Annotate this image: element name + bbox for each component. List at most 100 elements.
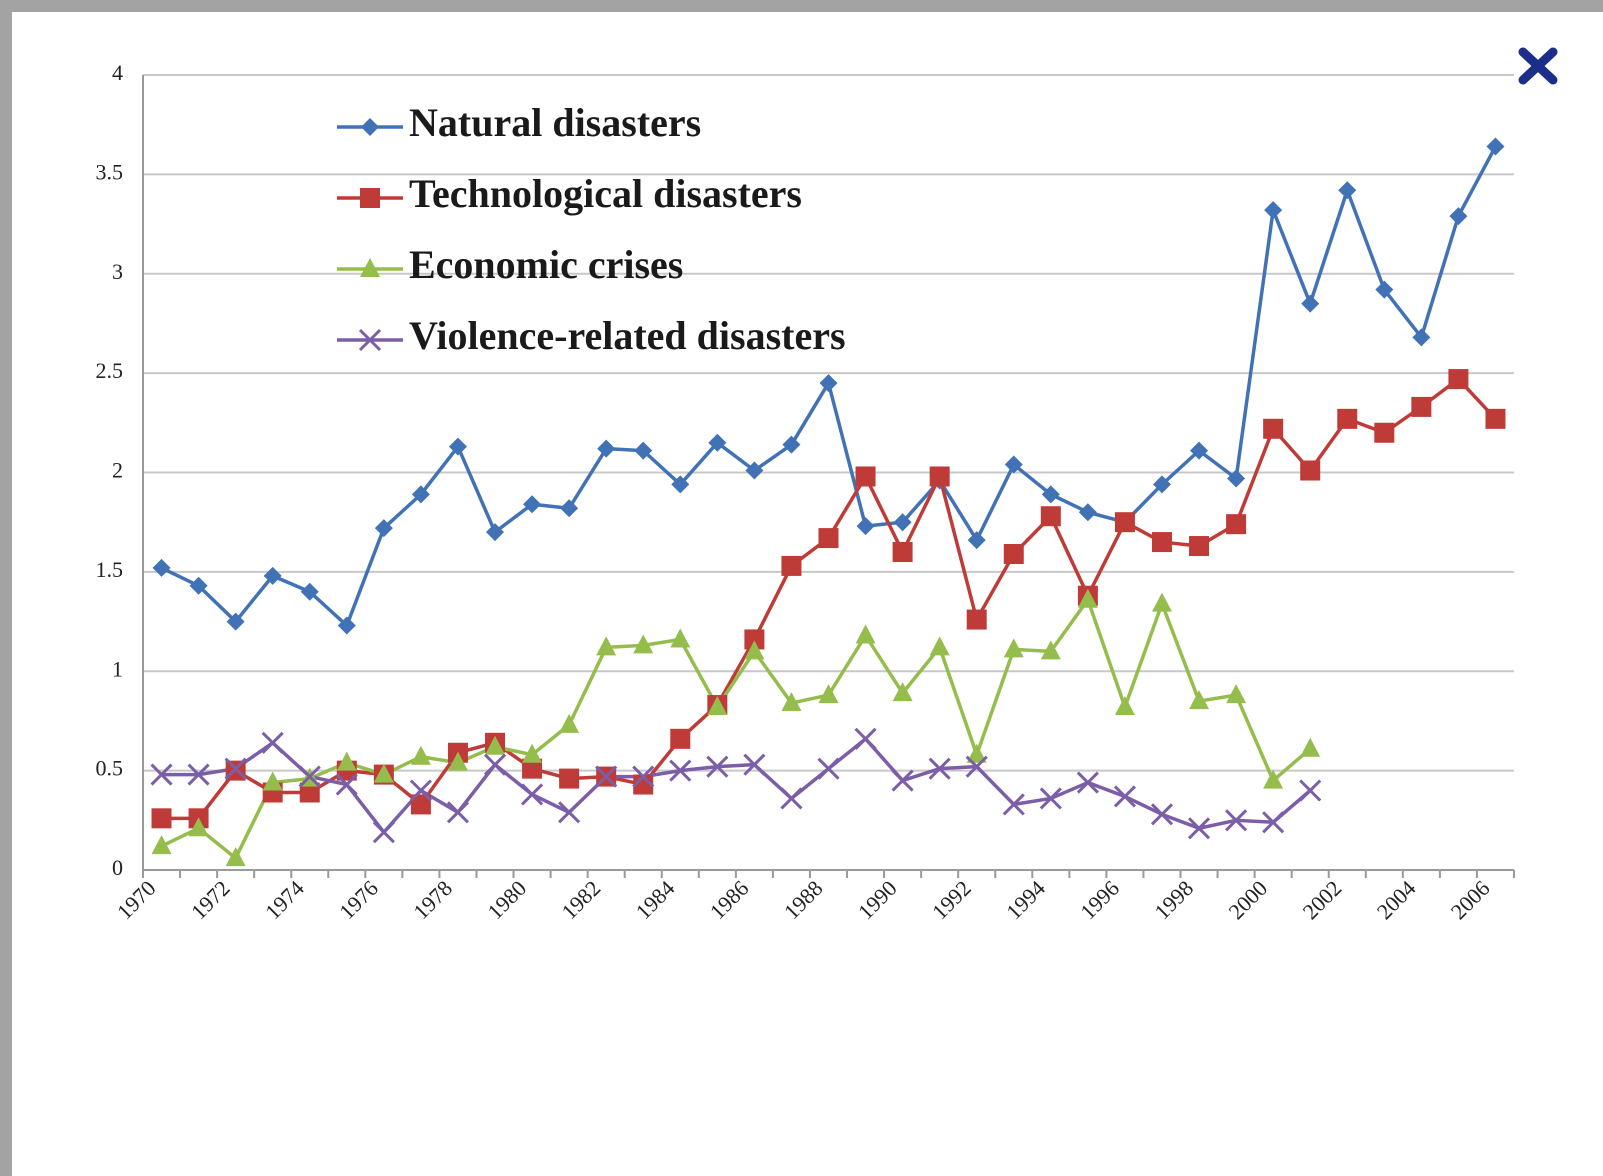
marker <box>1040 640 1061 660</box>
marker <box>1039 787 1062 810</box>
legend-label: Economic crises <box>409 242 683 287</box>
marker <box>1190 441 1209 460</box>
marker <box>634 441 653 460</box>
marker <box>1003 543 1024 564</box>
marker <box>1337 408 1358 429</box>
marker <box>1076 771 1099 794</box>
marker <box>335 773 358 796</box>
marker <box>928 757 951 780</box>
marker <box>1114 512 1135 533</box>
marker <box>151 808 172 829</box>
marker <box>1226 514 1247 535</box>
marker <box>1226 684 1247 704</box>
marker <box>818 684 839 704</box>
marker <box>966 609 987 630</box>
marker <box>337 616 356 635</box>
marker <box>817 757 840 780</box>
marker <box>1299 779 1322 802</box>
marker <box>299 782 320 803</box>
marker <box>929 466 950 487</box>
marker <box>1262 811 1285 834</box>
marker <box>1040 506 1061 527</box>
marker <box>1485 408 1506 429</box>
marker <box>224 757 247 780</box>
marker <box>446 801 470 824</box>
marker <box>523 495 542 514</box>
marker <box>597 439 616 458</box>
marker <box>596 636 617 656</box>
marker <box>521 783 544 806</box>
marker <box>1225 809 1248 832</box>
marker <box>1411 396 1432 417</box>
marker <box>669 759 692 782</box>
close-button[interactable] <box>1518 47 1558 85</box>
marker <box>1152 475 1171 494</box>
marker <box>782 435 801 454</box>
marker <box>707 696 728 716</box>
marker <box>1263 418 1284 439</box>
marker <box>298 765 321 788</box>
marker <box>818 528 839 549</box>
marker <box>262 771 283 791</box>
marker <box>965 755 988 778</box>
marker <box>261 731 284 754</box>
marker <box>411 485 430 504</box>
marker <box>1004 455 1023 474</box>
legend-marker <box>358 328 382 352</box>
panel <box>12 12 1603 1176</box>
y-tick-label: 1.5 <box>96 557 124 582</box>
legend-label: Natural disasters <box>409 100 701 145</box>
marker <box>410 745 431 765</box>
marker <box>151 835 172 855</box>
marker <box>1151 532 1172 553</box>
marker <box>706 755 729 778</box>
marker <box>1374 422 1395 443</box>
marker <box>1227 469 1246 488</box>
marker <box>1448 369 1469 390</box>
marker <box>744 629 765 650</box>
y-tick-label: 4 <box>112 60 123 85</box>
marker <box>781 692 802 712</box>
marker <box>966 743 987 763</box>
marker <box>633 634 654 654</box>
marker <box>448 437 467 456</box>
marker <box>1151 592 1172 612</box>
marker <box>1113 785 1136 808</box>
marker <box>1187 817 1211 840</box>
close-icon[interactable] <box>1518 47 1558 85</box>
marker <box>410 794 431 815</box>
marker <box>559 768 580 789</box>
legend-marker <box>360 258 380 277</box>
marker <box>152 558 171 577</box>
marker <box>1078 503 1097 522</box>
marker <box>856 517 875 536</box>
marker <box>559 713 580 733</box>
legend-marker <box>361 118 379 136</box>
y-tick-label: 2.5 <box>96 358 124 383</box>
marker <box>300 582 319 601</box>
marker <box>854 727 877 750</box>
marker <box>929 636 950 656</box>
marker <box>1264 201 1283 220</box>
marker <box>671 475 690 494</box>
y-tick-label: 3.5 <box>96 159 124 184</box>
marker <box>1189 536 1210 557</box>
marker <box>1300 737 1321 757</box>
marker <box>1077 588 1098 608</box>
marker <box>1375 280 1394 299</box>
marker <box>1412 328 1431 347</box>
marker <box>1301 294 1320 313</box>
marker <box>855 466 876 487</box>
marker <box>150 763 173 786</box>
marker <box>892 682 913 702</box>
marker <box>373 763 394 783</box>
marker <box>1263 769 1284 789</box>
marker <box>336 751 357 771</box>
marker <box>1300 460 1321 481</box>
y-tick-label: 2 <box>112 458 123 483</box>
marker <box>632 765 655 788</box>
marker <box>1486 137 1505 156</box>
y-tick-label: 0.5 <box>96 756 124 781</box>
marker <box>967 531 986 550</box>
